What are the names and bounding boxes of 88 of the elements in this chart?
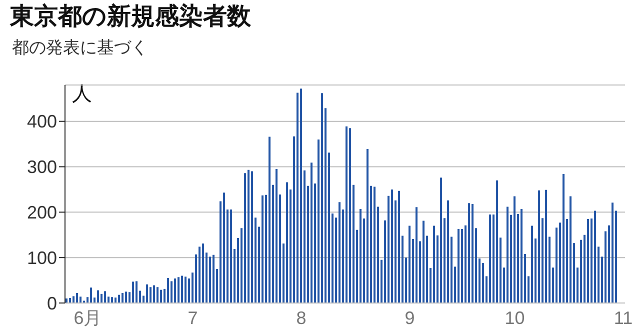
bar [447,200,450,303]
bar [374,186,376,303]
bar [244,173,246,303]
bar [198,246,201,303]
bar [461,228,464,303]
bar [202,244,204,303]
bar [321,93,324,303]
bar [472,204,474,303]
bar [122,293,124,303]
bar [489,214,492,303]
bar [545,190,548,303]
bar [146,284,148,303]
bar [97,290,100,303]
bar [570,196,572,303]
bar [349,128,352,303]
bar [76,293,78,303]
bar [594,210,596,303]
bar [111,297,114,303]
bar [366,149,369,303]
bar [276,169,278,303]
bar [178,277,180,303]
bar [416,207,418,303]
y-tick-label: 300 [26,157,57,178]
bar [268,136,271,303]
bar [100,294,103,303]
bar [458,228,460,303]
bar [150,287,152,303]
x-tick-label: 7 [188,308,198,328]
x-tick-label: 10 [504,308,525,328]
bar [612,202,614,303]
bar [209,256,212,303]
bar [132,282,134,303]
bar [408,226,411,303]
bar [296,92,299,303]
bar [114,298,117,303]
bar [184,276,187,303]
bar [538,190,540,303]
bar [391,189,394,303]
y-tick-label: 100 [26,248,57,268]
bar [251,171,254,303]
bar [562,174,565,303]
bar [72,296,75,303]
y-tick-label: 200 [26,202,57,223]
bar [531,226,534,303]
y-axis-title: 人 [72,82,92,107]
bar [300,88,302,303]
bar [433,226,436,303]
bar [90,288,92,303]
bar [310,162,313,303]
x-tick-label: 9 [404,308,415,328]
bar [153,285,156,303]
bar [587,218,590,303]
bar [440,178,442,303]
bar [80,296,82,303]
bar [398,190,400,303]
bar [104,291,106,303]
bar [181,276,184,303]
chart-subtitle: 都の発表に基づく [12,37,148,59]
y-tick-label: 0 [46,293,57,314]
bar [286,182,288,303]
bar [360,208,362,303]
bar [156,287,159,303]
bar [496,180,498,303]
y-tick-label: 400 [26,112,57,132]
bar [506,206,509,303]
bar [136,281,138,303]
x-tick-label: 11 [614,308,633,328]
bar [160,290,162,303]
bar [118,294,120,303]
x-tick-label: 8 [296,308,306,328]
bar [514,196,516,303]
bar [248,170,250,303]
bar [170,281,173,303]
bar [223,192,226,303]
bar [212,254,215,303]
bar [262,195,264,303]
bar [230,209,232,303]
bar [174,278,176,303]
x-tick-label: 6月 [74,308,102,328]
chart-title: 東京都の新規感染者数 [10,2,251,32]
bar [346,126,348,303]
bar [422,220,425,303]
bar [520,208,523,303]
bar [167,278,170,303]
bar [125,292,128,303]
bar [468,203,470,303]
bar [69,298,72,303]
bar [338,202,341,303]
